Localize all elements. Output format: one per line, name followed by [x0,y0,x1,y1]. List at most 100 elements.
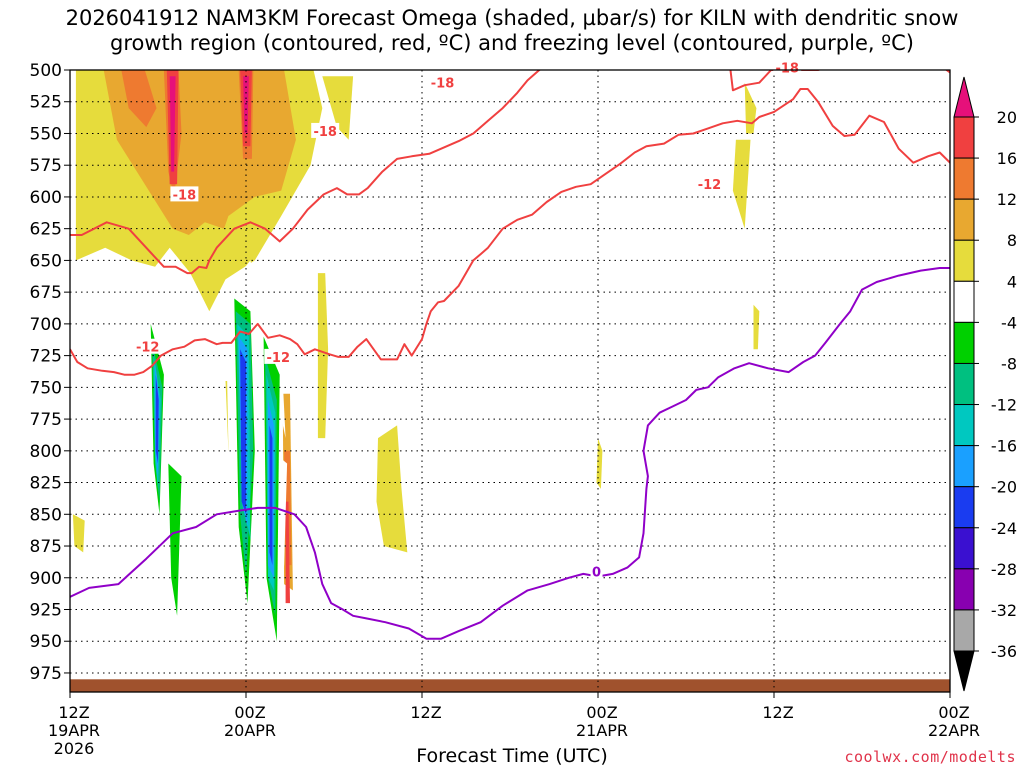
colorbar-label: -8 [1001,354,1017,373]
contour-label-bg [695,176,724,192]
colorbar-label: -36 [991,642,1017,661]
x-tick-label: 19APR [48,721,100,740]
contour-label: -12 [136,341,160,356]
colorbar-band [953,362,975,406]
colorbar-band [953,445,975,488]
x-axis-label: Forecast Time (UTC) [416,745,608,767]
colorbar-band [953,568,975,611]
omega-area-11 [121,70,157,128]
ground-band [70,679,950,692]
contour-label-bg [133,338,162,354]
omega-area-42 [240,349,246,515]
omega-area-31 [168,463,182,616]
contour-label: -12 [267,351,291,366]
colorbar-band [953,321,975,364]
colorbar-band [953,486,975,529]
chart-title-line-1: 2026041912 NAM3KM Forecast Omega (shaded… [65,6,959,30]
plot-frame [69,69,951,693]
colorbar-label: -16 [991,437,1017,456]
x-tick-label: 22APR [928,721,980,740]
contour-label: -18 [775,61,799,76]
isotherm-line [70,70,950,275]
y-tick-label: 900 [30,569,62,589]
colorbar: 20 16 12 8 4 -4 -8 -12 -16 -20 -24 -28 -32 -36 [953,76,1017,692]
colorbar-band [953,280,975,323]
y-tick-label: 800 [30,442,62,462]
y-tick-label: 875 [30,537,62,557]
contour-label-bg [590,563,603,579]
omega-area-7 [732,139,751,229]
omega-area-43 [269,425,273,566]
x-tick-label: 12Z [58,703,89,722]
colorbar-label: 20 [997,108,1017,127]
chart-title-line-2: growth region (contoured, red, ºC) and f… [110,31,914,55]
omega-area-1 [322,76,354,140]
y-tick-label: 775 [30,410,62,430]
omega-area-4 [376,425,408,553]
contour-label-bg [428,74,457,90]
contour-label: -12 [698,178,722,193]
colorbar-label: -20 [991,478,1017,497]
y-tick-label: 500 [30,61,62,81]
terrain-band [70,679,950,692]
omega-area-5 [72,514,85,553]
contour-label-bg [773,59,802,75]
colorbar-min-arrow [953,650,975,692]
colorbar-label: -28 [991,560,1017,579]
y-tick-label: 650 [30,251,62,271]
colorbar-band [953,116,975,159]
y-tick-label: 950 [30,632,62,652]
y-tick-label: 575 [30,156,62,176]
omega-shading [72,70,760,667]
contour-label-bg [170,186,199,202]
contour-labels: -18 -18 -18 -18 -12 -12 -12 0 [133,59,802,580]
x-tick-label: 12Z [762,703,793,722]
colorbar-max-arrow [953,76,975,118]
colorbar-label: 12 [997,190,1017,209]
colorbar-label: 8 [1007,231,1017,250]
contour-label: 0 [592,565,601,580]
x-tick-label: 20APR [224,721,276,740]
colorbar-label: 4 [1007,272,1017,291]
y-tick-label: 525 [30,93,62,113]
contour-label: -18 [313,125,337,140]
y-tick-label: 550 [30,124,62,144]
contour-label-bg [311,122,340,138]
omega-area-22 [115,419,141,521]
x-tick-label: 00Z [234,703,265,722]
x-tick-label: 12Z [410,703,441,722]
freezing-level-line [70,267,950,640]
contour-label: -18 [173,188,197,203]
colorbar-label: -24 [991,519,1017,538]
x-tick-label: 2026 [54,739,95,758]
y-tick-label: 725 [30,347,62,367]
y-tick-label: 750 [30,378,62,398]
colorbar-band [953,404,975,447]
x-tick-label: 00Z [938,703,969,722]
contour-lines [70,70,950,640]
y-tick-label: 625 [30,220,62,240]
colorbar-label: -12 [991,396,1017,415]
y-tick-label: 700 [30,315,62,335]
omega-area-17 [243,76,249,134]
y-tick-label: 975 [30,664,62,684]
colorbar-label: -32 [991,601,1017,620]
y-tick-label: 675 [30,283,62,303]
contour-label-bg [264,348,293,364]
omega-area-9 [753,304,760,350]
contour-label: -18 [431,77,455,92]
colorbar-label: -4 [1001,313,1017,332]
colorbar-label: 16 [997,149,1017,168]
y-tick-label: 600 [30,188,62,208]
colorbar-band [953,157,975,200]
colorbar-band [953,239,975,282]
x-tick-label: 00Z [586,703,617,722]
colorbar-band [953,609,975,652]
x-tick-label: 21APR [576,721,628,740]
omega-area-41 [155,374,159,464]
colorbar-band [953,198,975,241]
isotherm-line [70,88,950,376]
y-axis-ticks: 500 525 550 575 600 625 650 675 700 725 750 775 800 8… [30,61,70,684]
